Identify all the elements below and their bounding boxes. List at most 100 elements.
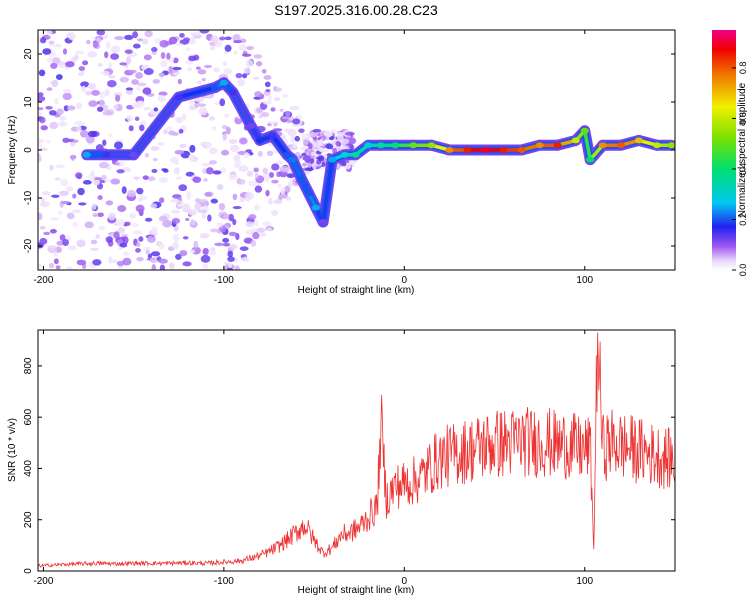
noise-speckle: [149, 257, 159, 264]
noise-speckle: [77, 125, 82, 132]
noise-speckle: [340, 146, 347, 150]
noise-speckle: [52, 44, 63, 48]
noise-speckle: [107, 80, 117, 88]
noise-speckle: [173, 167, 180, 175]
noise-speckle: [136, 187, 144, 195]
noise-speckle: [114, 94, 121, 102]
noise-speckle: [131, 223, 140, 228]
noise-speckle: [211, 126, 217, 131]
noise-speckle: [108, 133, 113, 137]
noise-speckle: [243, 67, 251, 74]
noise-speckle: [141, 38, 149, 45]
noise-speckle: [82, 180, 92, 185]
noise-speckle: [108, 75, 116, 79]
snr-panel: -200 -100 0 100 0 200 400 600 800 Height of stra…: [7, 329, 676, 596]
snr-xtick-label: -100: [214, 576, 234, 587]
ridge-point: [616, 142, 625, 149]
ridge-point: [351, 151, 360, 158]
noise-speckle: [67, 245, 77, 251]
noise-speckle: [96, 106, 104, 112]
noise-speckle: [239, 246, 249, 251]
noise-speckle: [234, 159, 242, 166]
noise-speckle: [252, 76, 260, 80]
noise-speckle: [294, 135, 300, 142]
noise-speckle: [175, 43, 184, 47]
noise-speckle: [261, 69, 267, 74]
noise-speckle: [205, 167, 214, 175]
noise-speckle: [225, 126, 231, 135]
noise-speckle: [310, 151, 316, 157]
noise-speckle: [173, 72, 181, 76]
noise-speckle: [264, 81, 271, 88]
snr-axes: -200 -100 0 100 0 200 400 600 800: [23, 330, 675, 587]
noise-speckle: [47, 30, 53, 37]
noise-speckle: [235, 72, 243, 79]
noise-speckle: [220, 167, 227, 173]
noise-speckle: [78, 66, 86, 71]
spectrogram-ytick-label: -10: [23, 190, 34, 205]
ridge-core: [177, 85, 217, 99]
noise-speckle: [88, 100, 98, 108]
noise-speckle: [105, 236, 113, 243]
colorbar-ticks: 0.0 0.2 0.4 0.6 0.8: [732, 62, 748, 276]
noise-speckle: [53, 258, 59, 265]
noise-speckle: [170, 156, 180, 164]
noise-speckle: [335, 141, 340, 147]
noise-speckle: [146, 235, 156, 243]
noise-speckle: [317, 155, 325, 162]
snr-xtick-label: 0: [402, 576, 408, 587]
noise-speckle: [344, 131, 355, 136]
noise-speckle: [265, 189, 270, 197]
noise-speckle: [208, 160, 217, 165]
noise-speckle: [101, 174, 107, 181]
ridge-point: [364, 142, 373, 149]
noise-speckle: [42, 48, 52, 55]
noise-speckle: [218, 202, 226, 211]
noise-speckle: [172, 241, 179, 250]
noise-speckle: [198, 107, 208, 116]
noise-speckle: [135, 248, 141, 253]
noise-speckle: [74, 120, 85, 126]
noise-speckle: [227, 267, 233, 270]
noise-speckle: [41, 191, 51, 196]
noise-speckle: [116, 169, 125, 174]
spectrogram-xtick-label: 100: [576, 275, 593, 286]
noise-speckle: [241, 256, 250, 262]
noise-speckle: [260, 112, 270, 118]
noise-speckle: [143, 246, 151, 251]
ridge-point: [304, 190, 313, 197]
noise-speckle: [289, 106, 300, 111]
noise-speckle: [278, 194, 289, 199]
noise-speckle: [216, 222, 223, 228]
noise-speckle: [208, 116, 216, 121]
noise-speckle: [72, 209, 82, 214]
noise-speckle: [209, 45, 216, 51]
noise-speckle: [201, 77, 206, 82]
noise-speckle: [312, 142, 322, 148]
colorbar-tick-label: 0.2: [738, 213, 748, 226]
noise-speckle: [168, 130, 176, 136]
noise-speckle: [183, 37, 191, 42]
noise-speckle: [78, 202, 87, 206]
noise-speckle: [219, 36, 226, 41]
snr-series: [38, 332, 675, 568]
noise-speckle: [159, 40, 169, 48]
noise-speckle: [268, 120, 277, 125]
ridge-point: [586, 156, 595, 163]
noise-speckle: [145, 248, 150, 255]
noise-speckle: [157, 141, 165, 146]
figure-title: S197.2025.316.00.28.C23: [274, 2, 438, 18]
noise-speckle: [256, 107, 263, 114]
noise-speckle: [38, 154, 42, 162]
noise-speckle: [253, 167, 259, 173]
noise-speckle: [160, 60, 168, 68]
noise-speckle: [179, 143, 187, 149]
noise-speckle: [267, 94, 273, 102]
noise-speckle: [271, 163, 280, 171]
noise-speckle: [110, 45, 121, 54]
noise-speckle: [196, 80, 202, 85]
noise-speckle: [221, 149, 230, 156]
noise-speckle: [85, 90, 92, 96]
noise-speckle: [75, 102, 83, 110]
noise-speckle: [305, 132, 311, 141]
